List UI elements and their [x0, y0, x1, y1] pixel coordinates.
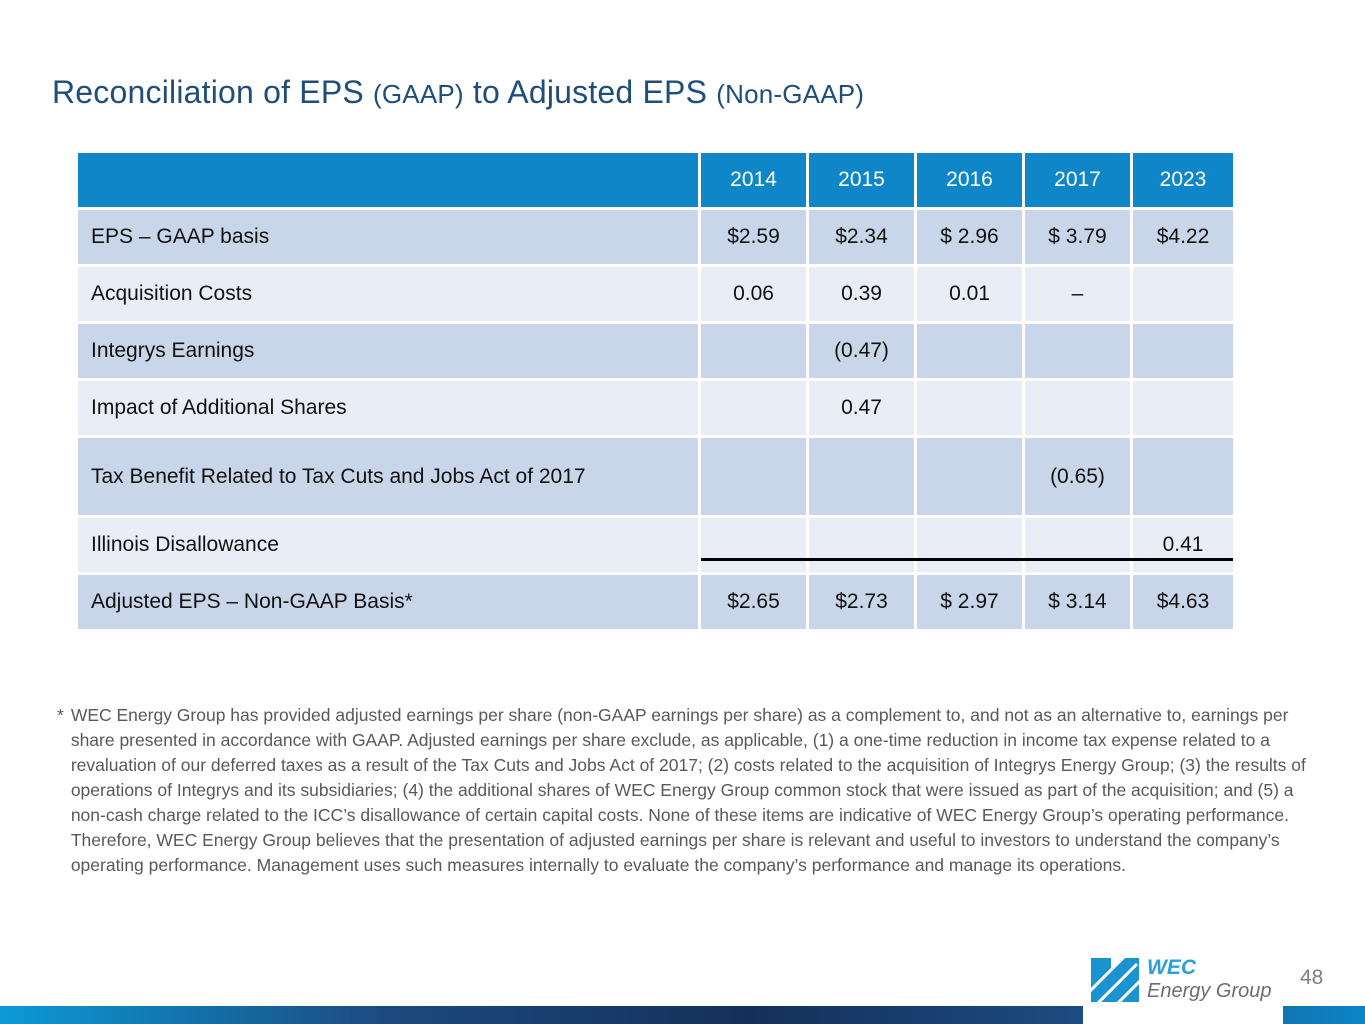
cell-value — [1133, 324, 1233, 378]
title-gaap: (GAAP) — [373, 79, 464, 109]
cell-value: 0.01 — [917, 267, 1022, 321]
cell-value: $2.65 — [701, 575, 806, 629]
row-label: Impact of Additional Shares — [78, 381, 698, 435]
header-cell-2023: 2023 — [1133, 153, 1233, 207]
header-cell-2017: 2017 — [1025, 153, 1130, 207]
cell-value: $4.63 — [1133, 575, 1233, 629]
cell-value — [917, 438, 1022, 515]
cell-value — [701, 518, 806, 572]
cell-value — [1025, 324, 1130, 378]
cell-value — [701, 381, 806, 435]
cell-value — [917, 324, 1022, 378]
header-cell-2015: 2015 — [809, 153, 914, 207]
row-label-text: Tax Benefit Related to Tax Cuts and Jobs… — [91, 464, 586, 488]
title-main-1: Reconciliation of EPS — [52, 74, 374, 110]
cell-value — [1025, 518, 1130, 572]
row-label: EPS – GAAP basis — [78, 210, 698, 264]
title-main-2: to Adjusted EPS — [463, 74, 717, 110]
cell-value — [809, 518, 914, 572]
header-cell-2016: 2016 — [917, 153, 1022, 207]
row-label: Acquisition Costs — [78, 267, 698, 321]
cell-value — [809, 438, 914, 515]
cell-value: $ 2.96 — [917, 210, 1022, 264]
footer-gradient-bar — [0, 1006, 1365, 1024]
table-row-illinois-disallowance: Illinois Disallowance 0.41 — [78, 518, 1233, 572]
cell-value: $ 3.14 — [1025, 575, 1130, 629]
row-label: Integrys Earnings — [78, 324, 698, 378]
footnote-text: WEC Energy Group has provided adjusted e… — [70, 705, 1306, 875]
cell-value: $4.22 — [1133, 210, 1233, 264]
row-label: Illinois Disallowance — [78, 518, 698, 572]
cell-value: (0.47) — [809, 324, 914, 378]
page-number: 48 — [1300, 966, 1324, 989]
cell-value: (0.65) — [1025, 438, 1130, 515]
cell-value — [1133, 438, 1233, 515]
cell-value — [917, 518, 1022, 572]
row-label: Tax Benefit Related to Tax Cuts and Jobs… — [78, 438, 698, 515]
total-separator-line — [701, 558, 1233, 561]
cell-value: $2.73 — [809, 575, 914, 629]
cell-value: $2.34 — [809, 210, 914, 264]
table-row-integrys-earnings: Integrys Earnings (0.47) — [78, 324, 1233, 378]
cell-value — [701, 438, 806, 515]
cell-value — [701, 324, 806, 378]
wec-logo-mark-icon — [1091, 958, 1139, 1002]
header-cell-empty — [78, 153, 698, 207]
cell-value — [917, 381, 1022, 435]
wec-logo: WEC Energy Group — [1083, 950, 1283, 1024]
cell-value: 0.47 — [809, 381, 914, 435]
table-row-tax-benefit: Tax Benefit Related to Tax Cuts and Jobs… — [78, 438, 1233, 515]
table-row-acquisition-costs: Acquisition Costs 0.06 0.39 0.01 – — [78, 267, 1233, 321]
cell-value — [1133, 267, 1233, 321]
table-row-adjusted-eps-total: Adjusted EPS – Non-GAAP Basis* $2.65 $2.… — [78, 575, 1233, 629]
table-row-eps-gaap: EPS – GAAP basis $2.59 $2.34 $ 2.96 $ 3.… — [78, 210, 1233, 264]
page-title: Reconciliation of EPS (GAAP) to Adjusted… — [52, 74, 864, 111]
footnote-asterisk: * — [57, 705, 64, 725]
cell-value: $2.59 — [701, 210, 806, 264]
cell-value: 0.39 — [809, 267, 914, 321]
logo-text-energy-group: Energy Group — [1147, 980, 1272, 1002]
cell-value — [1025, 381, 1130, 435]
table-row-additional-shares: Impact of Additional Shares 0.47 — [78, 381, 1233, 435]
cell-value: 0.06 — [701, 267, 806, 321]
cell-value: – — [1025, 267, 1130, 321]
table: 2014 2015 2016 2017 2023 EPS – GAAP basi… — [75, 150, 1236, 632]
header-cell-2014: 2014 — [701, 153, 806, 207]
table-header-row: 2014 2015 2016 2017 2023 — [78, 153, 1233, 207]
row-label: Adjusted EPS – Non-GAAP Basis* — [78, 575, 698, 629]
footnote: * WEC Energy Group has provided adjusted… — [57, 703, 1315, 878]
logo-text-wec: WEC — [1147, 956, 1196, 979]
eps-reconciliation-table: 2014 2015 2016 2017 2023 EPS – GAAP basi… — [75, 150, 1236, 632]
cell-value: $ 2.97 — [917, 575, 1022, 629]
cell-value: $ 3.79 — [1025, 210, 1130, 264]
cell-value: 0.41 — [1133, 518, 1233, 572]
cell-value — [1133, 381, 1233, 435]
title-nongaap: (Non-GAAP) — [716, 79, 865, 109]
